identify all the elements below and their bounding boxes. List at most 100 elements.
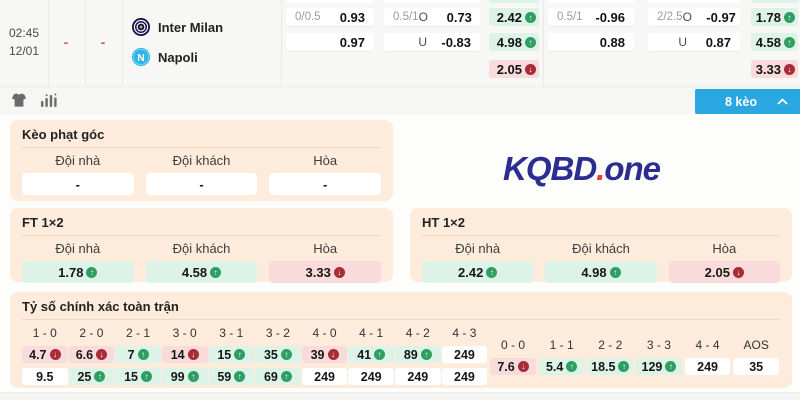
jersey-icon[interactable]	[10, 92, 28, 108]
score-odds-cell[interactable]: 59	[208, 368, 255, 385]
match-date: 12/01	[8, 44, 40, 58]
score-column: 4 - 3 249 249	[441, 326, 488, 385]
score-odds-cell[interactable]: 9.5	[22, 368, 68, 385]
handicap1-home-cell[interactable]: 0/0.5 0.93	[286, 8, 374, 26]
score-odds-cell[interactable]: 41	[348, 346, 394, 363]
score-label: 4 - 2	[405, 326, 430, 340]
odds-value: 89	[403, 347, 418, 362]
score-odds-cell[interactable]: 15	[208, 346, 255, 363]
score-label: 3 - 1	[219, 326, 244, 340]
away-team[interactable]: N Napoli	[132, 48, 198, 66]
ft-1x2-panel: FT 1×2 Đội nhà Đội khách Hòa 1.78 4.58 3…	[10, 208, 393, 283]
handicap2-away-cell[interactable]: 0.88	[548, 33, 634, 51]
odds-value: 18.5	[591, 359, 616, 374]
over-under2-over-cell[interactable]: 2/2.5 O -0.97	[648, 8, 740, 26]
ft-home-odds-cell[interactable]: 1.78	[751, 8, 798, 26]
score-odds-cell[interactable]: 25	[68, 368, 115, 385]
score-odds-cell[interactable]: 249	[348, 368, 394, 385]
ht-home-odds-cell[interactable]: 2.42	[489, 8, 539, 26]
logo-text-2: one	[604, 150, 661, 187]
trend-icon	[525, 63, 536, 75]
handicap1-away-cell[interactable]: 0.97	[286, 33, 374, 51]
score-odds-cell[interactable]: 129	[636, 358, 682, 375]
next-row-fragment	[0, 392, 800, 400]
score-odds-cell[interactable]: 39	[301, 346, 348, 363]
score-odds-cell[interactable]: 35	[255, 346, 301, 363]
score-odds-cell[interactable]: 15	[115, 368, 161, 385]
ft-draw-odds-cell[interactable]: 3.33	[751, 60, 798, 78]
trend-icon	[566, 361, 578, 372]
score-odds-cell[interactable]: 5.4	[538, 358, 585, 375]
ft-home-cell[interactable]: 1.78	[22, 261, 134, 283]
napoli-logo: N	[132, 48, 150, 66]
corner-away-cell[interactable]: -	[145, 173, 258, 195]
score-label: 2 - 2	[598, 338, 623, 352]
corner-home-cell[interactable]: -	[22, 173, 134, 195]
ht-home-cell[interactable]: 2.42	[422, 261, 534, 283]
odds-value: 25	[77, 369, 92, 384]
odds-value: 2.42	[496, 9, 522, 25]
trend-icon	[327, 349, 339, 360]
score-odds-cell[interactable]: 35	[733, 358, 779, 375]
score-odds-cell[interactable]: 249	[441, 368, 488, 385]
trend-icon	[94, 371, 106, 382]
score-odds-cell[interactable]: 69	[255, 368, 301, 385]
divider	[122, 0, 123, 86]
ht-away-odds-cell[interactable]: 4.98	[489, 33, 539, 51]
panel-title: Kèo phạt góc	[22, 127, 381, 148]
odds-value: 3.33	[305, 264, 331, 280]
score-label: 0 - 0	[501, 338, 526, 352]
score-label: 2 - 0	[79, 326, 104, 340]
score-column: 4 - 2 89 249	[395, 326, 441, 385]
score-odds-cell[interactable]: 4.7	[22, 346, 68, 363]
score-odds-cell[interactable]: 7	[115, 346, 161, 363]
score-odds-cell[interactable]: 7.6	[490, 358, 536, 375]
over-under2-under-cell[interactable]: U 0.87	[648, 33, 740, 51]
score-odds-cell[interactable]: 249	[395, 368, 441, 385]
away-header: Đội khách	[572, 241, 630, 256]
bets-count-button[interactable]: 8 kèo	[695, 89, 800, 114]
bar-chart-icon[interactable]	[40, 92, 58, 108]
trend-icon	[210, 266, 222, 278]
over-under1-over-cell[interactable]: 0.5/1 O 0.73	[384, 8, 480, 26]
odds-value: 4.7	[29, 347, 47, 362]
score-column: 3 - 2 35 69	[255, 326, 301, 385]
score-label: 1 - 0	[32, 326, 57, 340]
score-odds-cell[interactable]: 99	[161, 368, 208, 385]
ft-draw-cell[interactable]: 3.33	[269, 261, 382, 283]
odds-value: 4.98	[581, 264, 607, 280]
handicap1-away-odds: 0.97	[339, 34, 365, 50]
score-column: 2 - 1 7 15	[115, 326, 161, 385]
odds-value: 4.58	[755, 34, 781, 50]
prev-row-fragment	[489, 0, 539, 3]
score-label: 3 - 0	[172, 326, 197, 340]
ht-draw-odds-cell[interactable]: 2.05	[489, 60, 539, 78]
ft-away-cell[interactable]: 4.58	[145, 261, 258, 283]
ht-draw-cell[interactable]: 2.05	[668, 261, 780, 283]
score-odds-cell[interactable]: 18.5	[587, 358, 634, 375]
odds-value: 2.05	[704, 264, 730, 280]
score-odds-cell[interactable]: 6.6	[68, 346, 115, 363]
divider	[85, 0, 86, 86]
divider	[543, 0, 544, 86]
over-under1-under-cell[interactable]: U -0.83	[384, 33, 480, 51]
odds-value: 2.05	[496, 61, 522, 77]
odds-value: 7	[127, 347, 135, 362]
trend-icon	[333, 266, 345, 278]
odds-value: 4.58	[181, 264, 208, 280]
score-odds-cell[interactable]: 89	[395, 346, 441, 363]
ht-away-cell[interactable]: 4.98	[545, 261, 657, 283]
ft-away-odds-cell[interactable]: 4.58	[751, 33, 798, 51]
odds-value: 249	[314, 369, 335, 384]
score-odds-cell[interactable]: 249	[684, 358, 731, 375]
trend-icon	[618, 361, 630, 372]
score-odds-cell[interactable]: 249	[441, 346, 488, 363]
odds-value: 9.5	[36, 369, 54, 384]
corner-draw-cell[interactable]: -	[269, 173, 382, 195]
score-odds-cell[interactable]: 249	[301, 368, 348, 385]
over-label: O	[418, 10, 428, 24]
odds-value: 249	[454, 369, 475, 384]
handicap2-home-cell[interactable]: 0.5/1 -0.96	[548, 8, 634, 26]
home-team[interactable]: Inter Milan	[132, 18, 223, 36]
score-odds-cell[interactable]: 14	[161, 346, 208, 363]
